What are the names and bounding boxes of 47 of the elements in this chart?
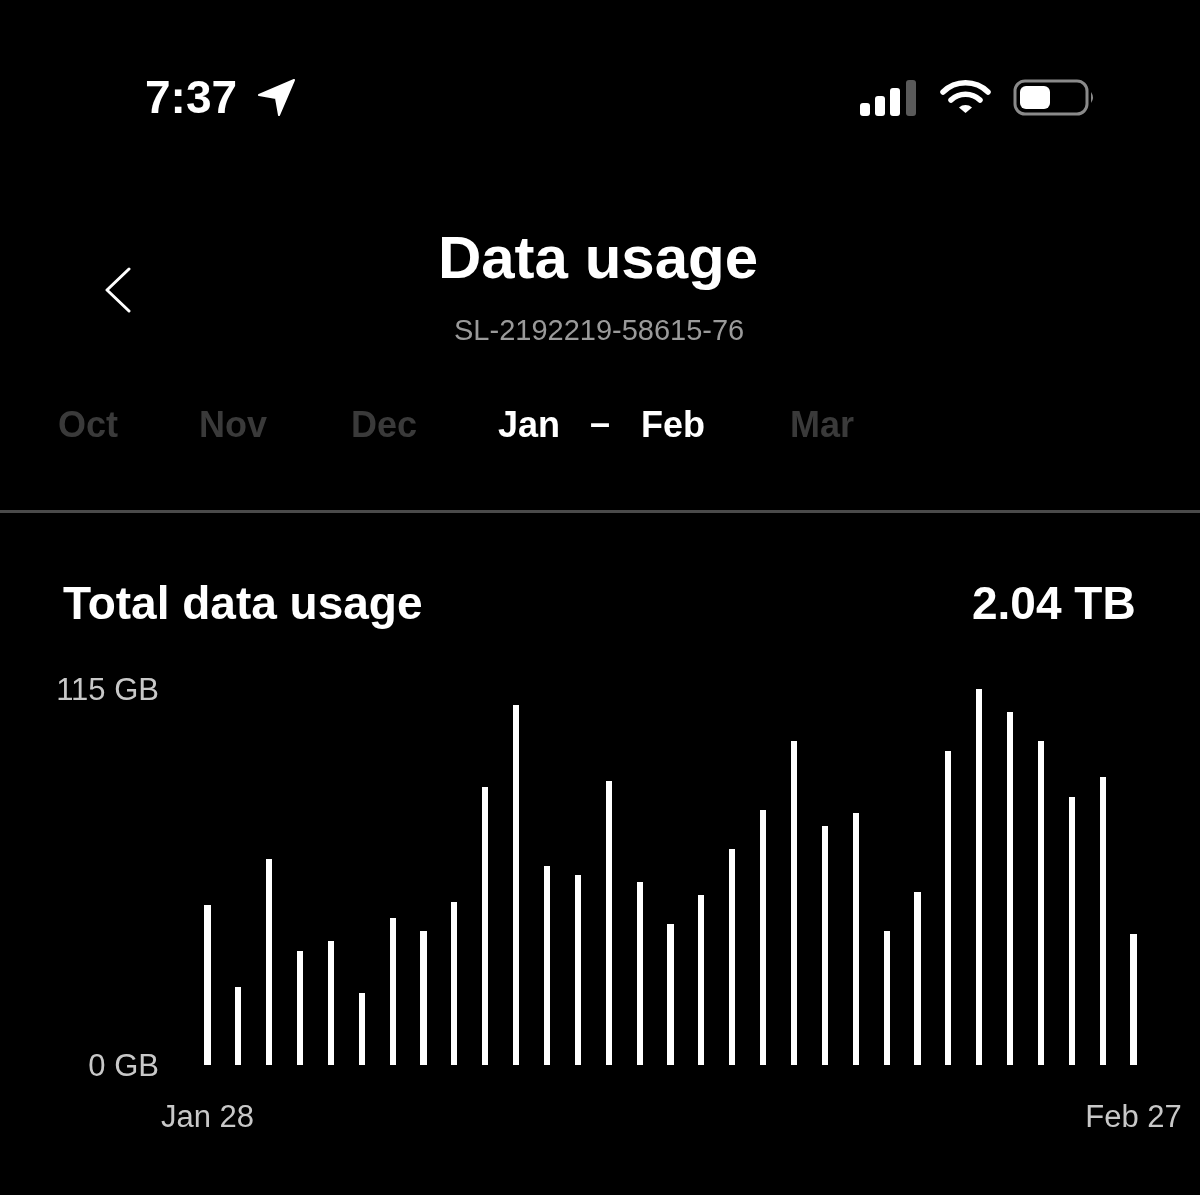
bar (852, 813, 859, 1065)
bar (1099, 777, 1106, 1065)
x-tick-label: Feb 27 (1085, 1099, 1182, 1134)
bar (543, 865, 551, 1065)
text: 7:37 (145, 71, 238, 123)
text: Total data usage (63, 577, 423, 629)
text: 2.04 TB (972, 577, 1136, 629)
bar (327, 940, 335, 1065)
bar (389, 917, 396, 1065)
bar (1130, 934, 1137, 1065)
bar (790, 741, 798, 1065)
bar (420, 930, 427, 1065)
bar (760, 809, 767, 1065)
bar (945, 751, 952, 1065)
bar (296, 950, 304, 1065)
x-tick-label: Jan 28 (160, 1099, 254, 1134)
bar (451, 901, 458, 1065)
y-tick-label: 115 GB (56, 671, 159, 707)
text: Mar (790, 404, 855, 445)
bar (667, 924, 674, 1065)
bar (358, 993, 365, 1065)
text: Feb (641, 404, 706, 445)
text: Nov (199, 404, 268, 445)
bar (605, 780, 612, 1065)
bar (698, 894, 705, 1065)
bar (1006, 711, 1014, 1065)
chart-subtitle: SL-2192219-58615-76 (454, 314, 745, 346)
bar (636, 881, 643, 1065)
bar (513, 705, 520, 1065)
y-tick-label: 0 GB (88, 1047, 159, 1083)
bar (266, 859, 273, 1065)
bar (729, 849, 736, 1065)
bar (914, 891, 921, 1065)
bar (204, 904, 211, 1065)
bar (883, 930, 890, 1065)
bar (574, 875, 581, 1065)
chart-title: Data usage (437, 224, 759, 291)
bar (235, 986, 242, 1065)
bar (482, 787, 489, 1065)
text: Jan (498, 404, 561, 445)
bar (1068, 796, 1075, 1065)
text: – (590, 402, 611, 443)
text: Dec (351, 404, 418, 445)
bar (976, 689, 983, 1065)
bar (1037, 741, 1045, 1065)
bar (821, 826, 828, 1065)
text: Oct (58, 404, 119, 445)
